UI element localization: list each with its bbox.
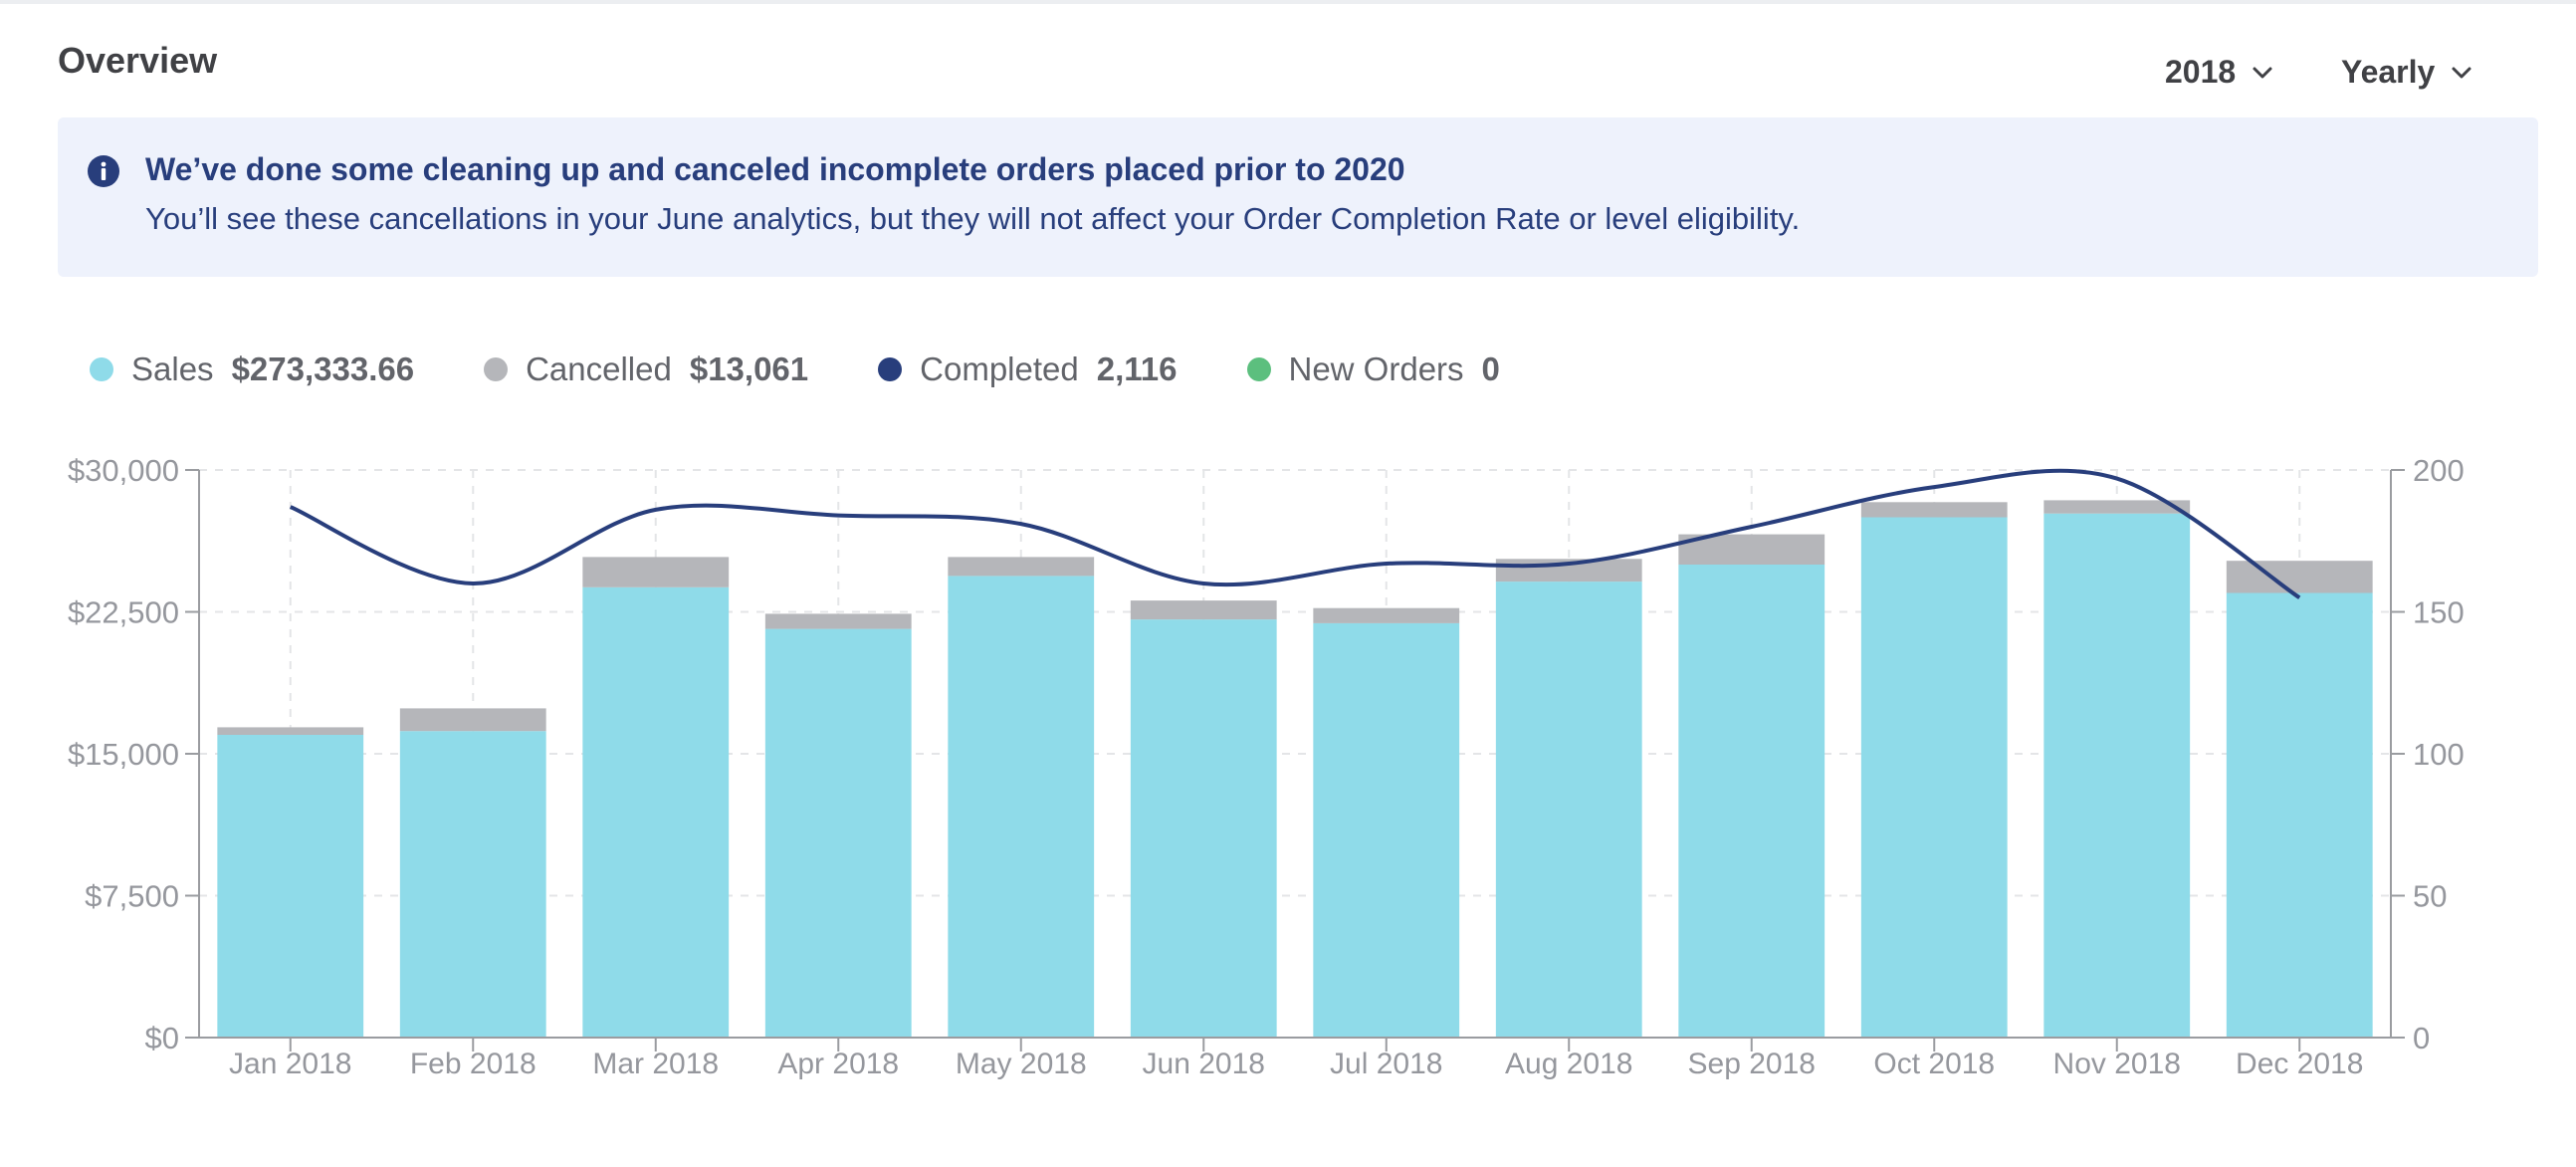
info-notice: We’ve done some cleaning up and canceled… [58,117,2538,277]
top-border [0,0,2576,4]
bar-sales [399,731,546,1038]
bar-sales [1678,565,1825,1038]
tick-label-x: Feb 2018 [410,1048,537,1080]
year-dropdown[interactable]: 2018 [2165,54,2273,91]
tick-label-right: 0 [2413,1021,2430,1055]
bar-sales [764,628,912,1038]
legend-label: New Orders [1288,350,1464,387]
legend-dot-sales [90,357,113,381]
bar-sales [582,586,730,1038]
info-icon [88,155,119,187]
tick-label-x: Sep 2018 [1688,1048,1816,1080]
chevron-down-icon [2452,67,2471,78]
tick-label-left: $0 [145,1021,179,1055]
bar-sales [1860,517,2008,1038]
legend-value: 2,116 [1096,350,1178,387]
legend-dot-new-orders [1246,357,1271,381]
bar-cancelled [1860,502,2008,518]
tick-label-x: Apr 2018 [777,1048,899,1080]
bar-cancelled [948,557,1095,577]
line-completed [289,468,2301,599]
period-dropdown-label: Yearly [2341,54,2436,90]
legend-value: $13,061 [689,350,809,387]
bar-cancelled [217,727,364,735]
bar-sales [948,576,1095,1038]
bar-cancelled [399,708,546,732]
tick-label-x: Jun 2018 [1143,1048,1265,1080]
tick-label-x: Jul 2018 [1330,1048,1442,1080]
period-dropdown[interactable]: Yearly [2341,54,2472,91]
legend-dot-cancelled [484,357,509,381]
legend-item-sales[interactable]: Sales $273,333.66 [90,350,414,388]
tick-label-right: 50 [2413,879,2447,914]
notice-body: You’ll see these cancellations in your J… [145,201,1801,236]
tick-label-x: Aug 2018 [1505,1048,1632,1080]
legend-item-completed[interactable]: Completed 2,116 [878,350,1178,388]
tick-label-x: Oct 2018 [1873,1048,1995,1080]
bar-cancelled [1313,607,1460,623]
bar-cancelled [764,613,912,629]
tick-label-left: $7,500 [85,879,179,914]
year-dropdown-label: 2018 [2165,54,2237,90]
bar-sales [1495,582,1642,1038]
legend-label: Cancelled [526,350,672,387]
tick-label-left: $22,500 [68,595,179,630]
bar-sales [217,735,364,1038]
bar-cancelled [582,557,730,587]
chart-legend: Sales $273,333.66 Cancelled $13,061 Comp… [90,350,1570,388]
bar-cancelled [1130,600,1277,620]
tick-label-left: $15,000 [68,737,179,772]
legend-item-cancelled[interactable]: Cancelled $13,061 [484,350,808,388]
tick-label-x: Nov 2018 [2053,1048,2181,1080]
tick-label-x: Dec 2018 [2236,1048,2363,1080]
bar-sales [2043,513,2191,1038]
legend-value: $273,333.66 [231,350,415,387]
tick-label-x: Mar 2018 [592,1048,719,1080]
legend-label: Completed [920,350,1079,387]
bar-cancelled [2226,561,2373,593]
tick-label-right: 100 [2413,737,2465,772]
tick-label-right: 150 [2413,595,2465,630]
tick-label-left: $30,000 [68,453,179,488]
bar-sales [2226,592,2373,1038]
overview-chart: $0 $7,500 $15,000 $22,500 $30,000 0 50 100 150 20… [68,453,2465,1080]
tick-label-x: Jan 2018 [229,1048,351,1080]
legend-dot-completed [878,357,903,381]
legend-item-new-orders[interactable]: New Orders 0 [1246,350,1500,388]
tick-label-x: May 2018 [956,1048,1087,1080]
bar-sales [1313,622,1460,1038]
chevron-down-icon [2253,67,2272,78]
bar-cancelled [2043,500,2191,514]
page-title: Overview [58,40,218,81]
tick-label-right: 200 [2413,453,2465,488]
legend-value: 0 [1481,350,1500,387]
notice-title: We’ve done some cleaning up and canceled… [145,151,1405,187]
bar-sales [1130,619,1277,1038]
legend-label: Sales [131,350,214,387]
